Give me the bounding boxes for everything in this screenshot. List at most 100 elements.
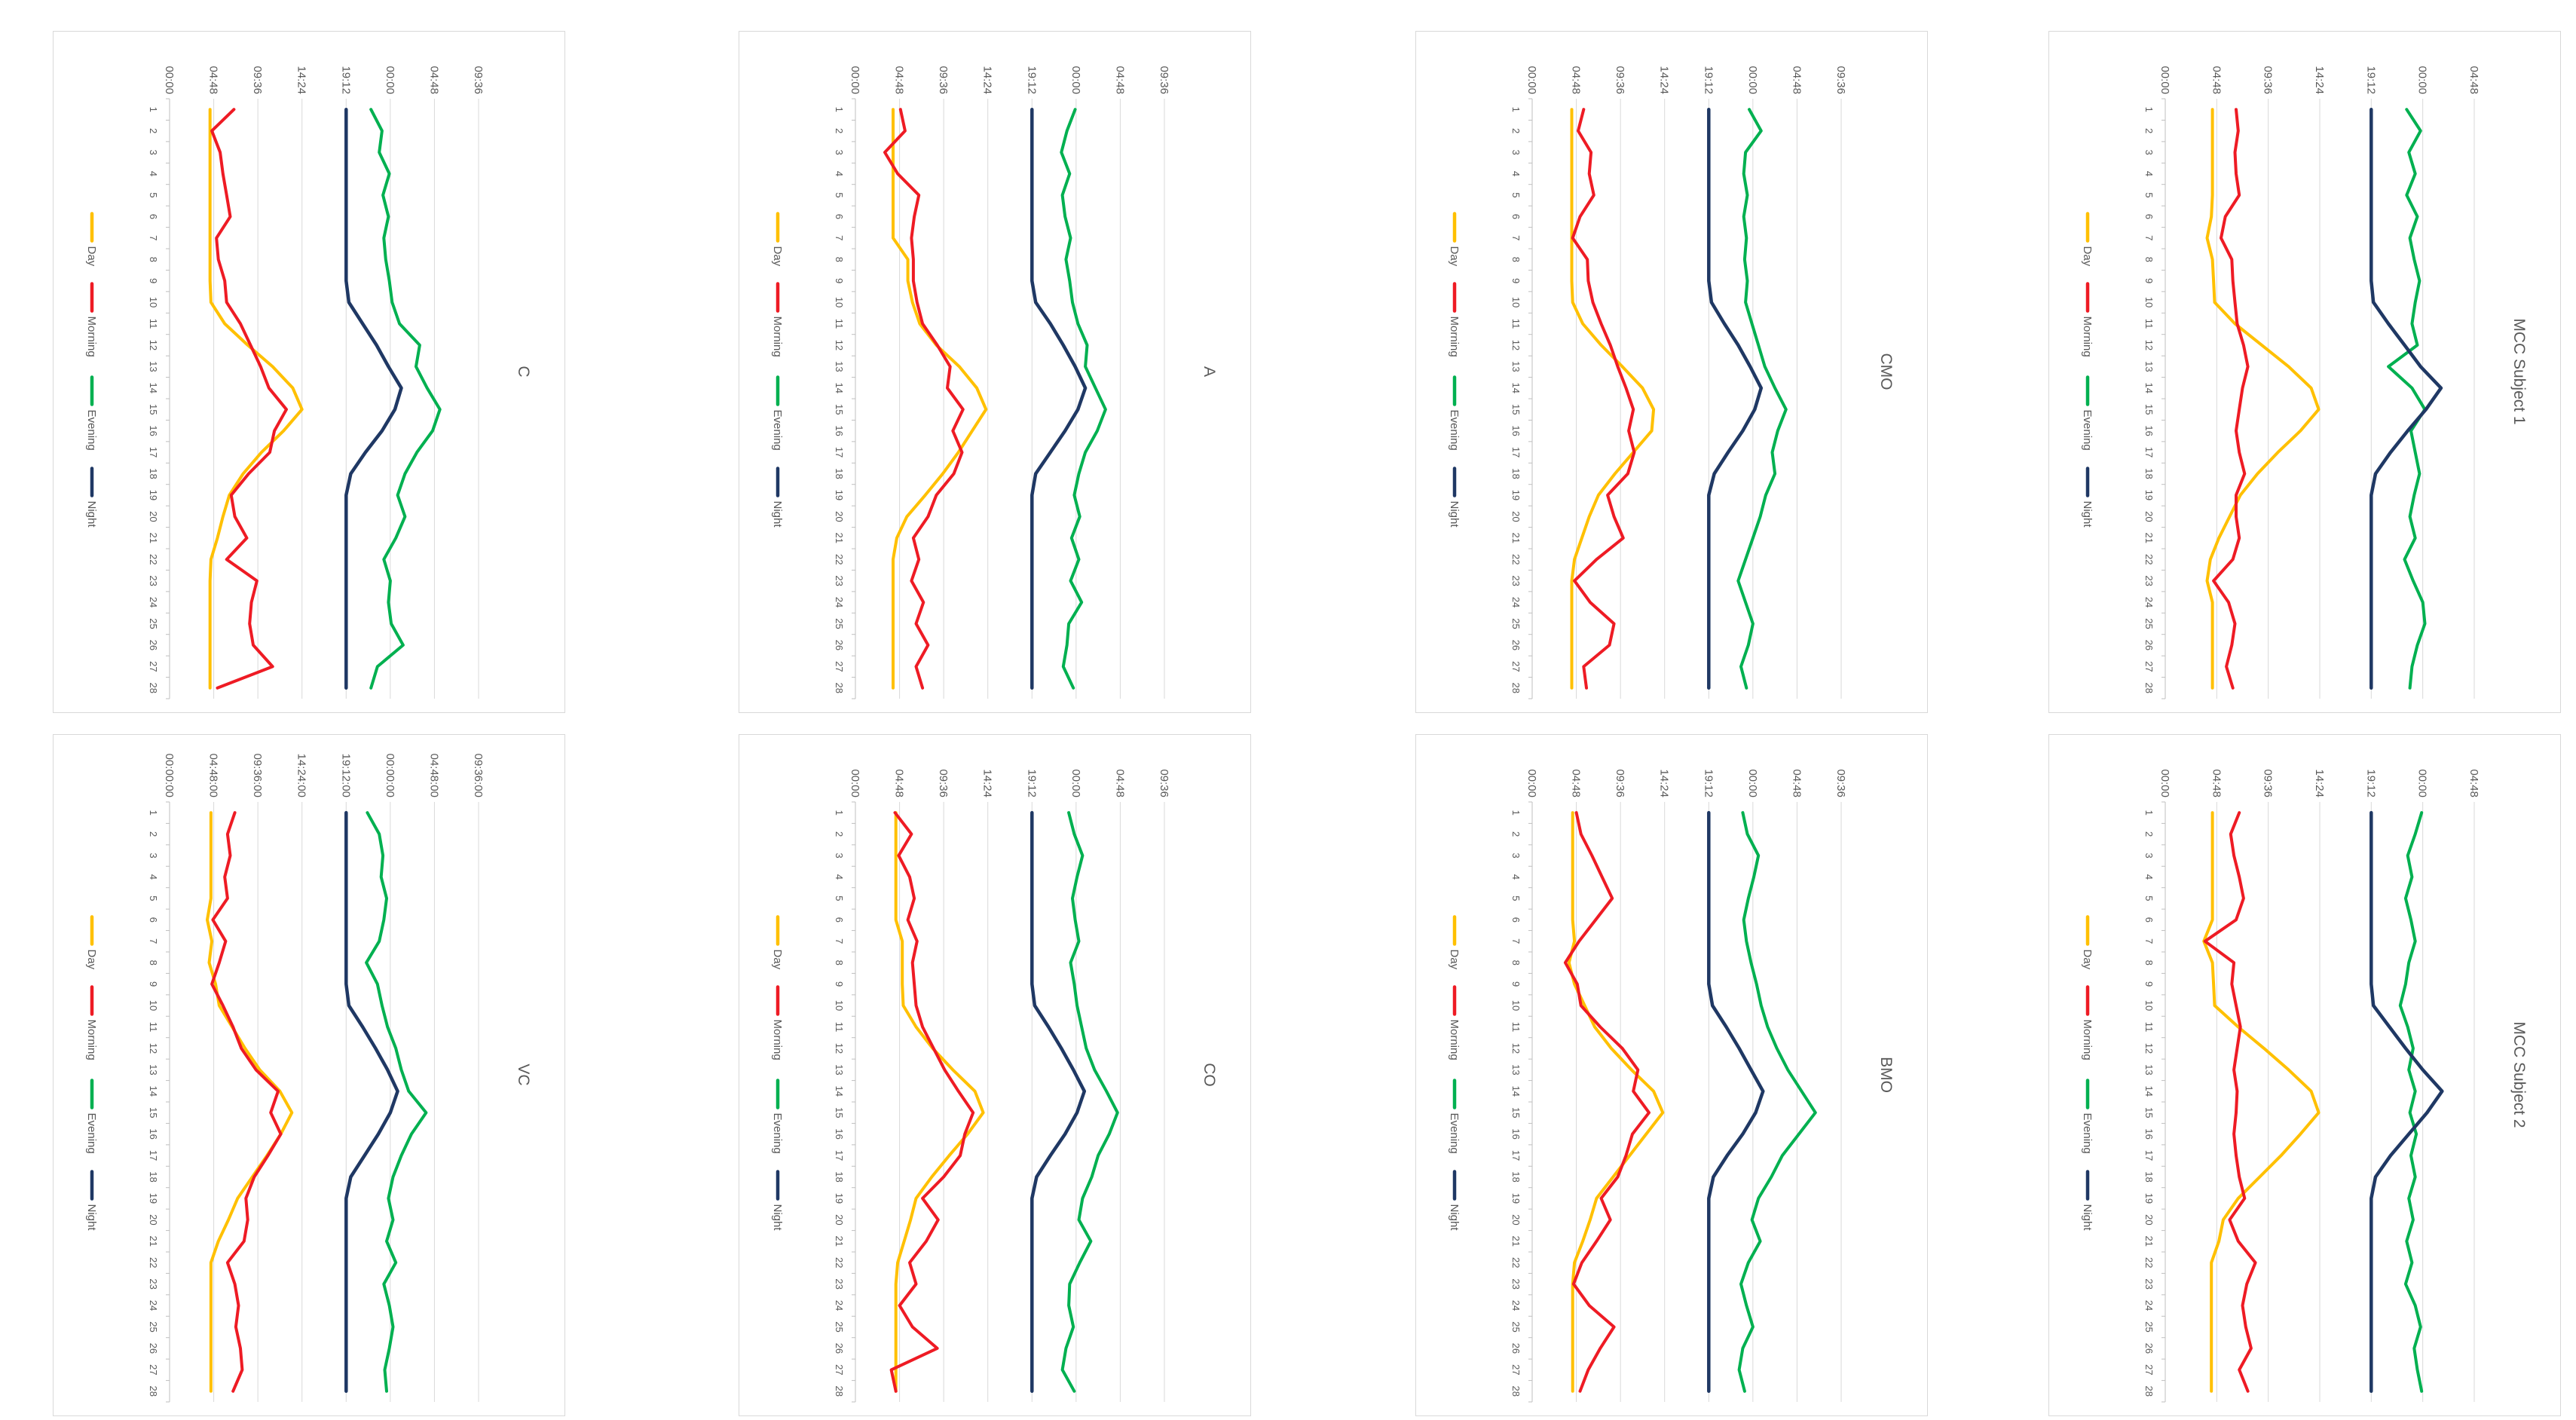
legend-label: Morning	[771, 317, 784, 357]
day-axis-label: 12	[2143, 1043, 2155, 1054]
day-axis-label: 14	[2143, 383, 2155, 393]
day-axis-label: 28	[834, 1386, 845, 1397]
legend-item-night: Night	[1448, 467, 1461, 528]
day-axis-label: 21	[1510, 533, 1522, 543]
day-axis-label: 3	[1510, 852, 1522, 858]
day-axis-label: 5	[1510, 895, 1522, 901]
day-axis-label: 9	[2143, 981, 2155, 987]
chart-title: A	[1201, 366, 1218, 377]
time-axis-label: 00:00	[1746, 66, 1759, 94]
legend-label: Day	[85, 950, 98, 970]
day-axis-label: 15	[2143, 404, 2155, 415]
chart-mcc-subject-2: 00:00 04:48 09:36 14:24 19:12 00:00 04:48 1 2 3 4 5…	[2048, 734, 2561, 1416]
time-axis-label: 00:00:00	[384, 754, 396, 797]
time-axis-label: 04:48	[2467, 66, 2480, 94]
day-axis-label: 9	[148, 981, 159, 987]
legend-label: Morning	[85, 317, 98, 357]
legend-item-night: Night	[2081, 1170, 2094, 1231]
legend-item-night: Night	[2081, 467, 2094, 528]
time-axis-label: 19:12	[1025, 769, 1038, 797]
time-axis-label: 19:12	[339, 66, 352, 94]
day-axis-label: 22	[2143, 554, 2155, 565]
day-axis-label: 14	[148, 1086, 159, 1097]
day-axis-label: 23	[834, 1278, 845, 1289]
chart-frame	[53, 31, 565, 713]
series-night-line	[2369, 107, 2443, 690]
time-axis-label: 09:36:00	[472, 754, 485, 797]
day-axis-label: 8	[2143, 257, 2155, 262]
legend-item-night: Night	[771, 1170, 784, 1232]
legend-item-evening: Evening	[771, 1079, 784, 1154]
day-axis-label: 18	[834, 1171, 845, 1182]
day-axis-label: 21	[1510, 1236, 1522, 1247]
series-day-line	[892, 108, 988, 690]
legend-label: Day	[1448, 950, 1461, 970]
series-day-line	[1570, 108, 1656, 690]
day-axis-label: 2	[1510, 128, 1522, 133]
time-axis-label: 14:24	[2313, 66, 2326, 94]
day-axis-label: 10	[2143, 1000, 2155, 1011]
day-axis-label: 9	[834, 278, 845, 283]
day-axis-label: 5	[834, 192, 845, 197]
legend-label: Evening	[771, 1113, 784, 1154]
day-axis-label: 27	[2143, 661, 2155, 672]
day-axis-label: 4	[2143, 171, 2155, 176]
time-axis-label: 00:00	[1525, 769, 1538, 797]
day-axis-label: 18	[148, 1171, 159, 1182]
time-axis-label: 00:00	[849, 66, 861, 94]
day-axis-label: 25	[148, 618, 159, 629]
day-axis-label: 15	[148, 1107, 159, 1118]
day-axis-label: 3	[2143, 149, 2155, 155]
day-axis-label: 24	[148, 597, 159, 607]
day-axis-label: 22	[148, 1257, 159, 1268]
day-axis-label: 26	[148, 1343, 159, 1354]
day-axis-label: 23	[148, 575, 159, 586]
day-axis-label: 17	[148, 1150, 159, 1161]
legend-label: Night	[1448, 1204, 1461, 1232]
chart-mcc-subject-1: 00:00 04:48 09:36 14:24 19:12 00:00 04:48 1 2 3 4 5…	[2048, 31, 2561, 713]
day-axis-label: 16	[2143, 1128, 2155, 1139]
legend-item-day: Day	[85, 212, 98, 267]
legend-label: Evening	[85, 410, 98, 451]
day-axis-label: 16	[1510, 425, 1522, 436]
series-night-line	[1030, 107, 1088, 690]
day-axis-label: 14	[834, 383, 845, 393]
legend-item-evening: Evening	[1448, 1079, 1461, 1154]
time-axis-label: 09:36	[2262, 66, 2275, 94]
series-day-line	[206, 811, 294, 1393]
day-axis-label: 6	[834, 214, 845, 219]
day-axis-label: 16	[1510, 1128, 1522, 1139]
day-axis-label: 12	[2143, 340, 2155, 350]
time-axis-label: 09:36	[937, 66, 950, 94]
day-axis-label: 17	[834, 1150, 845, 1161]
day-axis-label: 2	[148, 831, 159, 837]
legend-label: Night	[771, 1204, 784, 1232]
series-evening-line	[365, 811, 428, 1393]
chart-title: MCC Subject 1	[2510, 318, 2528, 424]
day-axis-label: 12	[1510, 1043, 1522, 1054]
time-axis-label: 00:00	[2416, 769, 2429, 797]
day-axis-label: 24	[2143, 1300, 2155, 1311]
legend-label: Morning	[1448, 1020, 1461, 1060]
day-axis-label: 8	[2143, 960, 2155, 966]
day-axis-label: 9	[1510, 278, 1522, 283]
chart-cmo-canvas: 00:00 04:48 09:36 14:24 19:12 00:00 04:48 09:36…	[1415, 31, 1928, 713]
day-axis-label: 3	[148, 149, 159, 155]
legend-label: Night	[771, 501, 784, 528]
day-axis-label: 9	[834, 981, 845, 987]
time-axis-label: 04:48	[427, 66, 440, 94]
day-axis-label: 3	[2143, 852, 2155, 858]
day-axis-label: 17	[2143, 447, 2155, 458]
time-axis-label: 00:00	[2158, 769, 2171, 797]
day-axis-label: 20	[2143, 1214, 2155, 1225]
day-axis-label: 18	[1510, 468, 1522, 479]
day-axis-label: 22	[2143, 1257, 2155, 1268]
chart-frame	[2048, 31, 2561, 713]
day-axis-label: 16	[2143, 425, 2155, 436]
legend-item-day: Day	[1448, 915, 1461, 970]
time-axis-label: 14:24	[1658, 66, 1671, 94]
series-day-line	[2205, 108, 2321, 690]
chart-bmo: 00:00 04:48 09:36 14:24 19:12 00:00 04:48 09:36…	[1415, 734, 1928, 1416]
day-axis-label: 22	[834, 1257, 845, 1268]
